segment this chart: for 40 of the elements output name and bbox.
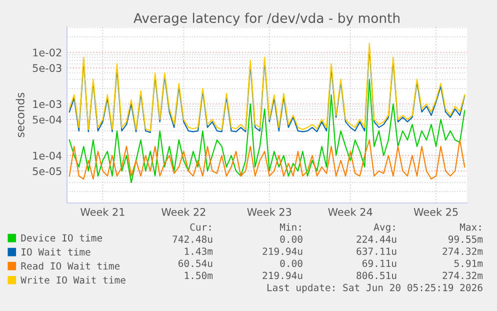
text: 0.00 xyxy=(280,235,302,243)
x-tick-label: Week 24 xyxy=(328,208,372,216)
text: 5.91m xyxy=(454,260,483,268)
text: 274.32m xyxy=(442,272,483,280)
text: 69.11u xyxy=(362,260,396,268)
legend-label: IO Wait time xyxy=(22,248,90,256)
text: 742.48u xyxy=(172,235,212,243)
text: Last update: Sat Jun 20 05:25:19 2026 xyxy=(267,284,482,294)
y-axis-title: seconds xyxy=(16,92,24,138)
y-tick-label: 1e-04 xyxy=(33,152,62,160)
text: 219.94u xyxy=(262,272,302,280)
text: 637.11u xyxy=(356,248,396,255)
x-tick-label: Week 21 xyxy=(80,208,124,216)
text: 99.55m xyxy=(448,235,483,243)
y-tick-label: 1e-02 xyxy=(33,48,62,56)
text: 224.44u xyxy=(356,235,396,243)
x-tick-label: Week 23 xyxy=(247,208,292,216)
legend-label: Read IO Wait time xyxy=(21,262,120,270)
text: 1.50m xyxy=(184,272,213,280)
legend-label: Device IO time xyxy=(21,234,102,242)
text: Max: xyxy=(460,224,481,231)
line-series xyxy=(68,139,466,180)
chart-title: Average latency for /dev/vda - by month xyxy=(134,12,400,26)
text: 274.32m xyxy=(442,248,483,255)
text: 806.51u xyxy=(356,272,396,280)
y-tick-label: 1e-03 xyxy=(33,100,62,108)
text: 60.54u xyxy=(178,260,212,268)
text: 1.43m xyxy=(184,248,213,255)
text: 0.00 xyxy=(280,260,302,268)
legend-label: Write IO Wait time xyxy=(20,276,126,284)
text: Avg: xyxy=(374,223,395,233)
line-series xyxy=(68,78,466,184)
text: Cur: xyxy=(190,223,211,231)
text: 219.94u xyxy=(262,248,302,255)
x-tick-label: Week 22 xyxy=(161,208,206,216)
y-tick-label: 5e-03 xyxy=(32,64,62,72)
x-tick-label: Week 25 xyxy=(414,208,458,216)
text: Min: xyxy=(280,223,301,231)
y-tick-label: 5e-04 xyxy=(32,116,62,124)
y-tick-label: 5e-05 xyxy=(32,167,62,176)
